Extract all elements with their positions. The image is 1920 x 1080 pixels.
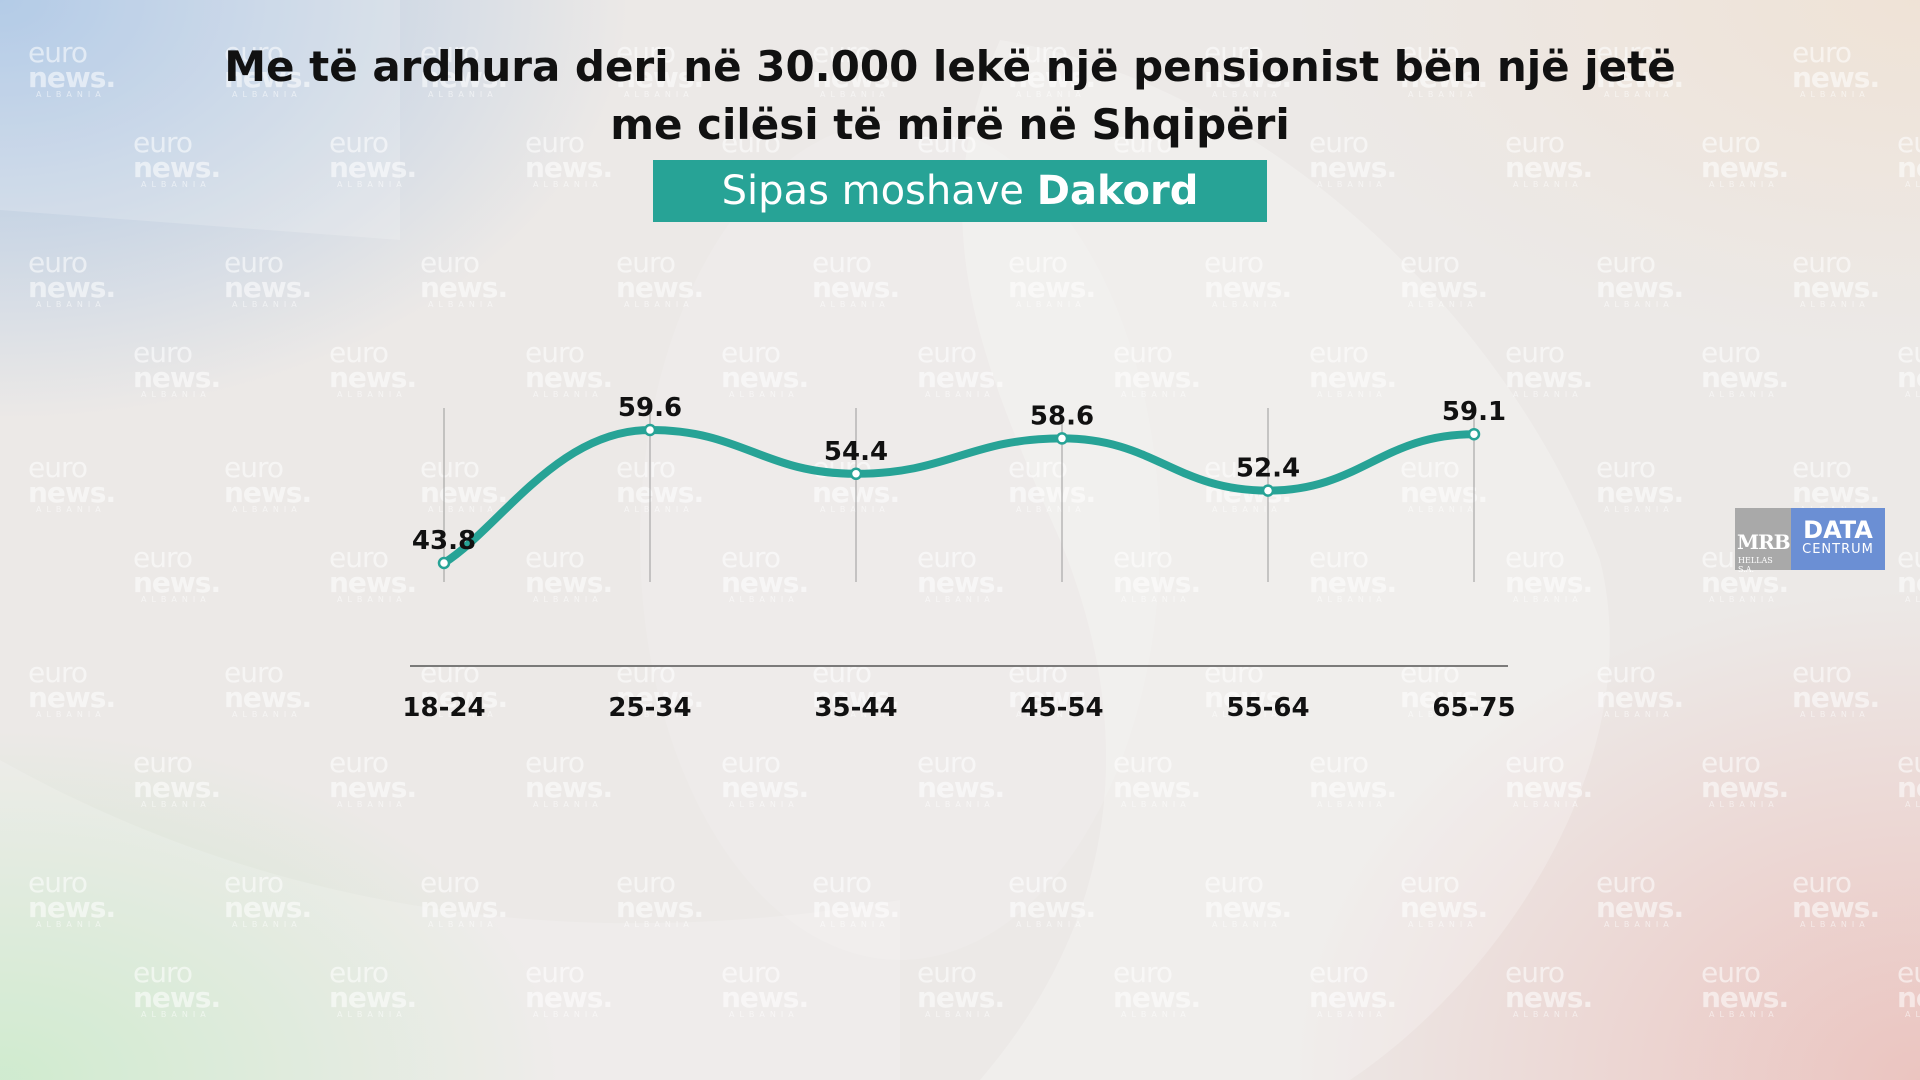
data-label-18-24: 43.8 <box>412 526 476 556</box>
mrb-logo-text: MRB <box>1737 530 1791 554</box>
subtitle-prefix: Sipas moshave <box>721 168 1025 214</box>
data-label-55-64: 52.4 <box>1236 454 1300 484</box>
data-label-25-34: 59.6 <box>618 393 682 423</box>
x-tick-55-64: 55-64 <box>1226 693 1309 723</box>
x-tick-25-34: 25-34 <box>608 693 691 723</box>
centrum-logo-text: CENTRUM <box>1802 542 1874 557</box>
data-label-45-54: 58.6 <box>1030 401 1094 431</box>
x-tick-18-24: 18-24 <box>402 693 485 723</box>
x-tick-35-44: 35-44 <box>814 693 897 723</box>
data-logo-text: DATA <box>1803 516 1873 544</box>
data-label-65-75: 59.1 <box>1442 397 1506 427</box>
mrb-logo-small: HELLAS S.A. <box>1738 556 1773 574</box>
subtitle-bold: Dakord <box>1036 168 1199 214</box>
data-point-45-54 <box>1055 432 1069 445</box>
x-tick-45-54: 45-54 <box>1020 693 1103 723</box>
data-points <box>437 423 1481 570</box>
data-point-25-34 <box>643 423 657 437</box>
data-point-35-44 <box>849 467 863 481</box>
data-point-18-24 <box>437 556 451 570</box>
data-centrum-logo: DATA CENTRUM <box>1791 508 1885 570</box>
data-point-55-64 <box>1261 484 1275 497</box>
data-labels: 43.8 59.6 54.4 58.6 52.4 59.1 <box>412 393 1506 556</box>
mrb-logo: MRB HELLAS S.A. <box>1735 508 1791 574</box>
series-line <box>440 425 1478 567</box>
x-tick-labels: 18-24 25-34 35-44 45-54 55-64 65-75 <box>402 693 1515 723</box>
data-label-35-44: 54.4 <box>824 437 888 467</box>
chart-title: Me të ardhura deri në 30.000 lekë një pe… <box>224 42 1676 149</box>
grid-lines <box>443 408 1475 582</box>
mrb-data-centrum-logo: MRB HELLAS S.A. DATA CENTRUM <box>1735 508 1885 574</box>
data-point-65-75 <box>1467 427 1481 441</box>
subtitle-banner: Sipas moshave Dakord <box>653 160 1267 222</box>
x-tick-65-75: 65-75 <box>1432 693 1515 723</box>
